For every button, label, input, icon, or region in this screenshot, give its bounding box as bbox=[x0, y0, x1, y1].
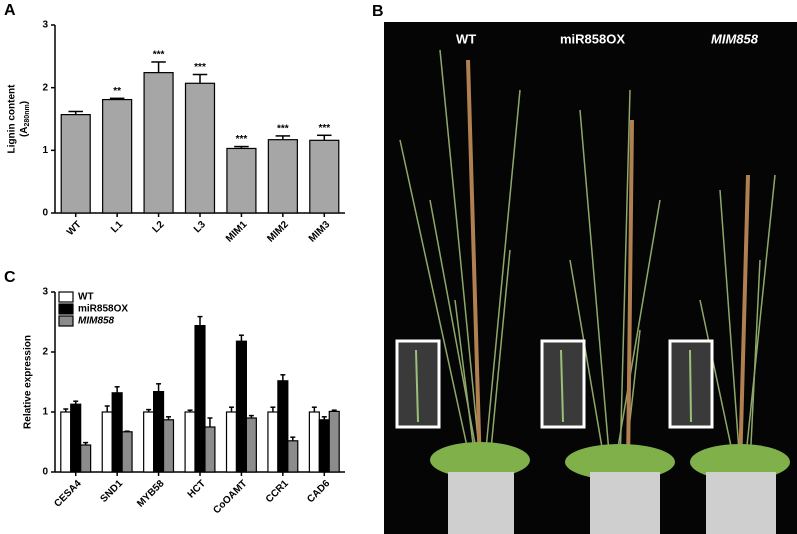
pots bbox=[448, 472, 776, 534]
bar bbox=[60, 114, 91, 214]
bar bbox=[184, 411, 196, 473]
y-axis-unit-part: ) bbox=[19, 101, 30, 104]
x-tick-label: HCT bbox=[186, 478, 208, 500]
bar bbox=[70, 403, 82, 473]
bar bbox=[153, 391, 165, 473]
bar bbox=[309, 139, 340, 214]
x-tick-label: MYB58 bbox=[135, 478, 167, 510]
bar bbox=[245, 417, 257, 473]
inset-stems bbox=[415, 349, 692, 423]
bar bbox=[184, 82, 216, 214]
x-tick-label: L3 bbox=[192, 219, 208, 235]
bar bbox=[121, 431, 133, 473]
bar bbox=[318, 419, 330, 473]
bar bbox=[277, 380, 289, 473]
photo-label: miR858OX bbox=[560, 31, 625, 46]
bar bbox=[287, 440, 299, 473]
y-axis-unit: (A280nm) bbox=[19, 101, 32, 137]
x-tick-label: CESA4 bbox=[52, 478, 84, 510]
y-axis-unit-part: (A bbox=[19, 126, 30, 137]
y-tick-label: 3 bbox=[42, 287, 48, 298]
bar bbox=[162, 419, 175, 473]
y-tick-label: 0 bbox=[42, 208, 48, 219]
significance-label: *** bbox=[318, 123, 330, 134]
bar bbox=[226, 147, 257, 214]
y-tick-label: 1 bbox=[42, 407, 48, 418]
y-tick-label: 2 bbox=[42, 347, 48, 358]
x-tick-label: CCR1 bbox=[264, 478, 291, 505]
legend-label: WT bbox=[78, 292, 94, 303]
plant-mir858ox bbox=[569, 89, 661, 471]
bar bbox=[102, 98, 133, 214]
bar bbox=[111, 392, 123, 473]
x-tick-label: MIM1 bbox=[224, 219, 250, 245]
bar bbox=[60, 411, 72, 473]
x-tick-label: WT bbox=[65, 219, 84, 238]
photo-label: WT bbox=[456, 31, 476, 46]
panel-label: C bbox=[4, 269, 16, 286]
bar bbox=[267, 139, 298, 214]
bar bbox=[235, 340, 247, 473]
x-tick-label: SND1 bbox=[98, 478, 125, 505]
x-tick-label: MIM2 bbox=[265, 219, 291, 245]
significance-label: ** bbox=[113, 86, 121, 97]
y-tick-label: 0 bbox=[42, 467, 48, 478]
legend-label: miR858OX bbox=[78, 304, 128, 315]
panel-label: B bbox=[372, 3, 384, 20]
bar bbox=[225, 411, 238, 473]
bar bbox=[308, 411, 320, 473]
plant-mim858 bbox=[699, 174, 776, 471]
y-tick-label: 3 bbox=[42, 20, 48, 31]
legend-swatch bbox=[58, 291, 74, 303]
bar bbox=[143, 72, 174, 214]
x-tick-label: CoOAMT bbox=[211, 478, 249, 516]
bar bbox=[204, 426, 216, 473]
y-axis-label: Relative expression bbox=[23, 335, 34, 429]
y-tick-label: 1 bbox=[42, 145, 48, 156]
bar bbox=[101, 411, 113, 473]
bar bbox=[194, 325, 206, 473]
photo-label: MIM858 bbox=[711, 31, 759, 46]
bar bbox=[80, 444, 92, 473]
legend-swatch bbox=[58, 315, 74, 327]
x-tick-label: MIM3 bbox=[307, 219, 333, 245]
photo-panel bbox=[384, 22, 797, 534]
x-tick-label: L1 bbox=[109, 219, 125, 235]
legend-label: MIM858 bbox=[78, 316, 115, 327]
y-axis-label: Lignin content bbox=[7, 84, 18, 154]
significance-label: *** bbox=[153, 50, 165, 61]
x-tick-label: CAD6 bbox=[305, 478, 332, 505]
significance-label: *** bbox=[236, 134, 248, 145]
legend-swatch bbox=[58, 303, 74, 315]
panel-label: A bbox=[4, 2, 16, 19]
rosettes bbox=[430, 442, 790, 480]
significance-label: *** bbox=[194, 62, 206, 73]
y-tick-label: 2 bbox=[42, 82, 48, 93]
bar bbox=[267, 411, 279, 473]
plant-wt bbox=[399, 49, 521, 471]
x-tick-label: L2 bbox=[151, 219, 167, 235]
bar bbox=[328, 410, 340, 473]
bar bbox=[143, 411, 155, 473]
significance-label: *** bbox=[277, 124, 289, 135]
y-axis-unit-part: 280nm bbox=[24, 104, 31, 126]
